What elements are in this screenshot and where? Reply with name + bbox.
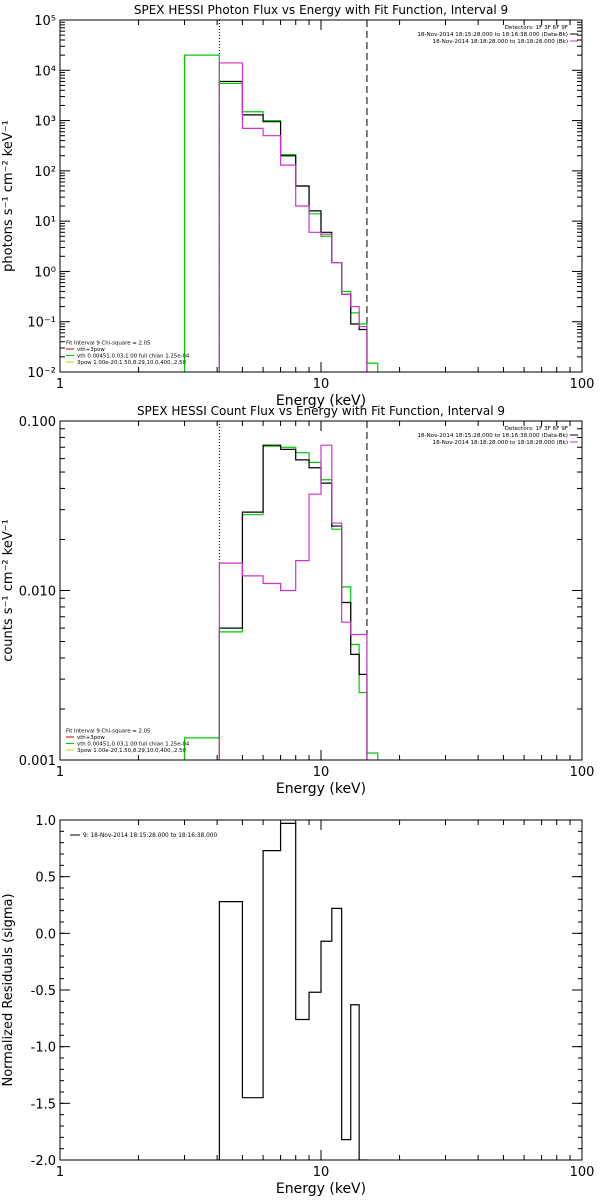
x-tick-label: 1	[56, 765, 64, 780]
series-line-vth-3pow	[183, 445, 379, 760]
chart-title: SPEX HESSI Count Flux vs Energy with Fit…	[137, 404, 505, 418]
chart-title: SPEX HESSI Photon Flux vs Energy with Fi…	[134, 3, 508, 17]
x-tick-label: 10	[313, 765, 330, 780]
y-tick-label: 0.100	[19, 415, 56, 430]
y-tick-label: 1.0	[35, 814, 56, 829]
legend-top-entry: 18-Nov-2014 18:15:28.000 to 18:16:38.000…	[417, 32, 568, 38]
y-axis-label: Normalized Residuals (sigma)	[1, 893, 16, 1086]
y-tick-label: 0.5	[35, 871, 56, 886]
series-line-bk	[218, 62, 368, 372]
legend-bottom-entry: vth 0.00451,0.03,1.00 full chian 1.25e-0…	[77, 354, 190, 360]
legend-top-entry: Detectors: 1F 3F 6F 9F	[505, 426, 568, 432]
y-tick-label: -1.0	[31, 1041, 56, 1056]
y-axis-label: photons s⁻¹ cm⁻² keV⁻¹	[1, 120, 16, 272]
chart-panel-2: 1 10 100 -2.0 -1.5 -1.0 -0.5 0.0 0.5 1.0 Energy (k…	[1, 814, 594, 1197]
y-tick-label: 0.0	[35, 927, 56, 942]
x-axis-label: Energy (keV)	[276, 393, 366, 409]
y-tick-label: -0.5	[31, 984, 56, 999]
y-tick-label: -2.0	[31, 1154, 56, 1169]
y-axis-label: counts s⁻¹ cm⁻² keV⁻¹	[1, 519, 16, 662]
x-axis-label: Energy (keV)	[276, 781, 366, 797]
legend-top-entry: Detectors: 1F 3F 6F 9F	[505, 25, 568, 31]
series-line-vth-3pow	[183, 54, 379, 372]
legend-bottom-entry: vth 0.00451,0.03,1.00 full chian 1.25e-0…	[77, 742, 190, 748]
legend-top-entry: 18-Nov-2014 18:18:28.000 to 18:18:28.000…	[433, 440, 568, 446]
legend-top-entry: 18-Nov-2014 18:18:28.000 to 18:18:28.000…	[433, 39, 568, 45]
series-line-residuals	[218, 822, 368, 1160]
x-tick-label: 100	[570, 377, 595, 392]
chart-panel-0: SPEX HESSI Photon Flux vs Energy with Fi…	[1, 3, 594, 409]
y-tick-label: 10³	[34, 115, 56, 130]
y-tick-label: 0.010	[19, 585, 56, 600]
legend-top-entry: 18-Nov-2014 18:15:28.000 to 18:16:38.000…	[417, 433, 568, 439]
series-line-data-bk	[218, 444, 368, 760]
x-axis-label: Energy (keV)	[276, 1181, 366, 1197]
y-tick-label: 10⁰	[34, 265, 56, 280]
legend-bottom-entry: Fit Interval 9 Chi-square = 2.05	[66, 341, 150, 347]
plot-frame	[59, 420, 583, 761]
y-tick-label: 0.001	[19, 754, 56, 769]
legend-bottom-entry: 3pow 1.00e-20,1.50,8.29,10.0,400.,2.50	[77, 748, 187, 754]
plot-frame	[59, 19, 583, 373]
y-tick-label: 10⁻¹	[27, 316, 56, 331]
y-tick-label: 10²	[34, 165, 56, 180]
x-tick-label: 1	[56, 377, 64, 392]
x-tick-label: 100	[570, 765, 595, 780]
x-tick-label: 10	[313, 377, 330, 392]
x-tick-label: 10	[313, 1165, 330, 1180]
legend-bottom-entry: vth+3pow	[77, 735, 105, 741]
x-tick-label: 100	[570, 1165, 595, 1180]
legend-bottom-entry: Fit Interval 9 Chi-square = 2.05	[66, 729, 150, 735]
y-tick-label: 10⁻²	[27, 366, 56, 381]
x-tick-label: 1	[56, 1165, 64, 1180]
y-tick-label: 10¹	[34, 215, 56, 230]
series-line-bk	[218, 444, 368, 760]
series-line-data-bk	[218, 80, 368, 372]
y-tick-label: -1.5	[31, 1097, 56, 1112]
chart-panel-1: SPEX HESSI Count Flux vs Energy with Fit…	[1, 404, 594, 797]
y-tick-label: 10⁴	[34, 64, 56, 79]
legend-bottom-entry: 3pow 1.00e-20,1.50,8.29,10.0,400.,2.50	[77, 360, 187, 366]
plot-frame	[59, 819, 583, 1161]
legend-bottom-entry: vth+3pow	[77, 347, 105, 353]
y-tick-label: 10⁵	[34, 14, 56, 29]
legend-entry: 9: 18-Nov-2014 18:15:28.000 to 18:16:38.…	[83, 833, 217, 839]
